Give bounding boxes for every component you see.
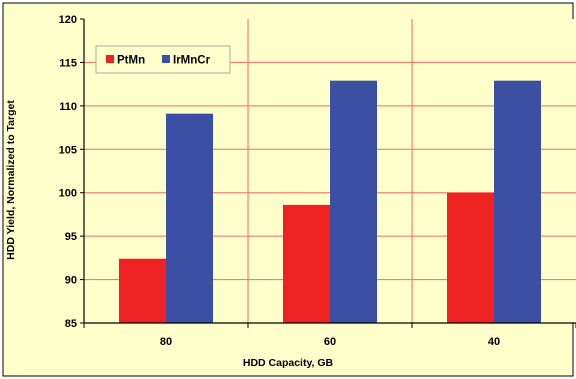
y-tick-label: 105 xyxy=(59,144,77,156)
x-tick-labels: 80 60 40 xyxy=(160,336,500,348)
x-tick-label: 60 xyxy=(324,336,336,348)
y-tick-labels: 85 90 95 100 105 110 115 120 xyxy=(59,14,77,330)
legend: PtMn IrMnCr xyxy=(95,45,231,74)
legend-label-irmncr: IrMnCr xyxy=(173,55,211,67)
axes xyxy=(80,18,576,328)
x-tick-label: 40 xyxy=(488,336,500,348)
legend-swatch-ptmn xyxy=(106,55,114,63)
y-tick-label: 85 xyxy=(65,318,77,330)
bar-irmncr-60 xyxy=(330,80,377,323)
bar-ptmn-80 xyxy=(119,258,166,323)
bars xyxy=(119,80,541,323)
y-tick-label: 120 xyxy=(59,14,77,26)
x-tick-label: 80 xyxy=(160,336,172,348)
y-axis-title: HDD Yield, Normalized to Target xyxy=(5,100,17,260)
legend-swatch-irmncr xyxy=(162,55,170,63)
y-tick-label: 90 xyxy=(65,275,77,287)
legend-label-ptmn: PtMn xyxy=(117,55,145,67)
y-tick-label: 115 xyxy=(59,57,77,69)
bar-ptmn-40 xyxy=(447,192,494,323)
bar-ptmn-60 xyxy=(283,204,330,323)
y-tick-label: 110 xyxy=(59,101,77,113)
x-axis-title: HDD Capacity, GB xyxy=(243,357,334,369)
bar-irmncr-80 xyxy=(166,113,213,323)
bar-irmncr-40 xyxy=(494,80,541,323)
y-tick-label: 100 xyxy=(59,188,77,200)
y-tick-label: 95 xyxy=(65,231,77,243)
